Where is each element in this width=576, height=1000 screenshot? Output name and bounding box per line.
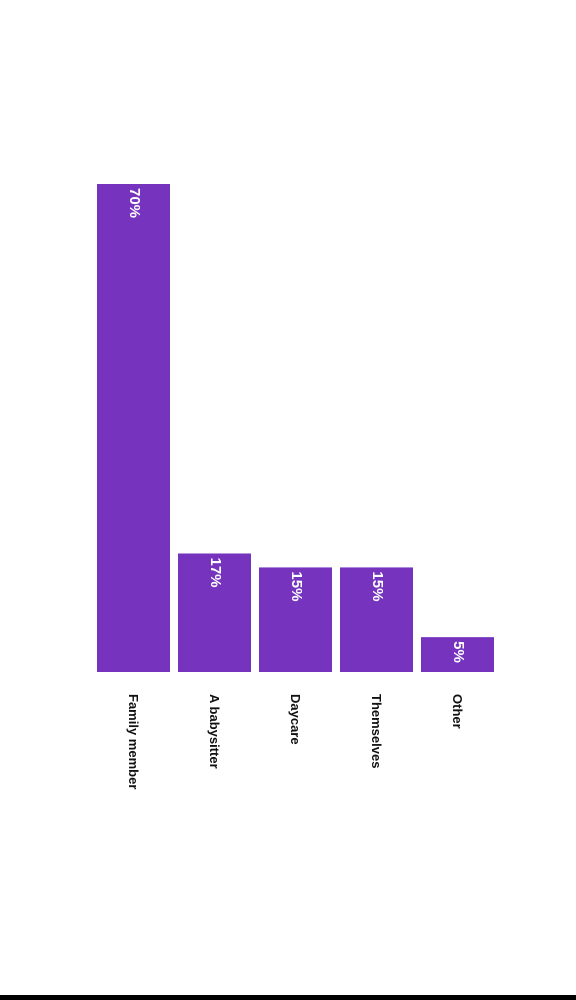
category-labels-group: Family member A babysitter Daycare Themselv…: [126, 694, 465, 789]
category-label: A babysitter: [207, 694, 222, 769]
bar: [340, 567, 413, 672]
bar: [178, 553, 251, 672]
category-label: Themselves: [369, 694, 384, 768]
bar-value-label: 70%: [126, 188, 143, 218]
value-labels-group: 70% 17% 15% 15% 5%: [126, 188, 467, 663]
bar-value-label: 5%: [450, 641, 467, 663]
bars-group: [97, 184, 494, 672]
bar-value-label: 17%: [207, 557, 224, 587]
bar: [97, 184, 170, 672]
category-label: Other: [450, 694, 465, 729]
bar-value-label: 15%: [288, 571, 305, 601]
category-label: Daycare: [288, 694, 303, 745]
bar-value-label: 15%: [369, 571, 386, 601]
bar: [421, 637, 494, 672]
category-label: Family member: [126, 694, 141, 789]
bar: [259, 567, 332, 672]
bottom-rule: [0, 995, 576, 1000]
